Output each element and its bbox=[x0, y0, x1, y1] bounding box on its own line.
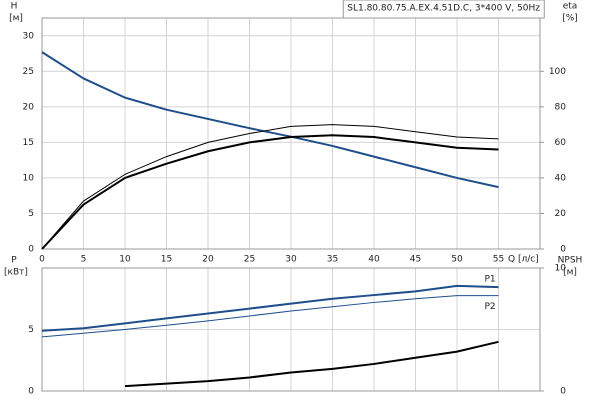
y-tick-label: 20 bbox=[23, 102, 35, 112]
y2-tick-label: 80 bbox=[555, 102, 567, 112]
y2-unit: [%] bbox=[562, 14, 578, 24]
y2-tick-label: 10 bbox=[555, 264, 567, 274]
series-label: P2 bbox=[485, 302, 496, 312]
x-tick-label: 0 bbox=[39, 255, 45, 265]
title-box bbox=[342, 0, 545, 19]
y-tick-label: 0 bbox=[28, 387, 34, 397]
x-tick-label: 40 bbox=[368, 255, 380, 265]
chart-title: SL1.80.80.75.A.EX.4.51D.C, 3*400 V, 50Hz bbox=[347, 4, 540, 14]
plot-frame bbox=[41, 17, 541, 250]
y-tick-label: 5 bbox=[28, 209, 34, 219]
y-unit: [м] bbox=[9, 14, 23, 24]
y2-tick-label: 60 bbox=[555, 138, 567, 148]
series-line bbox=[41, 295, 499, 338]
series-line bbox=[41, 51, 499, 189]
y2-tick-label: 100 bbox=[549, 67, 566, 77]
y-unit: [кВт] bbox=[4, 268, 28, 278]
y-tick-label: 10 bbox=[23, 173, 35, 183]
x-tick-label: 25 bbox=[244, 255, 255, 265]
y2-label: NPSH bbox=[558, 256, 583, 266]
series-line bbox=[124, 340, 499, 388]
y2-tick-label: 0 bbox=[560, 387, 566, 397]
x-tick-label: 15 bbox=[161, 255, 172, 265]
series-line bbox=[41, 124, 499, 250]
y-tick-label: 5 bbox=[28, 325, 34, 335]
x-tick-label: 55 bbox=[493, 255, 504, 265]
series-label: P1 bbox=[485, 275, 496, 285]
y-label: H bbox=[11, 2, 18, 12]
x-label: Q [л/с] bbox=[508, 255, 539, 265]
y2-tick-label: 20 bbox=[555, 209, 567, 219]
x-tick-label: 30 bbox=[285, 255, 297, 265]
y-tick-label: 15 bbox=[23, 138, 34, 148]
x-tick-label: 35 bbox=[327, 255, 338, 265]
x-tick-label: 50 bbox=[451, 255, 463, 265]
y-label: P bbox=[11, 256, 17, 266]
series-line bbox=[41, 134, 499, 250]
x-tick-label: 45 bbox=[410, 255, 421, 265]
y-tick-label: 25 bbox=[23, 67, 34, 77]
x-tick-label: 10 bbox=[119, 255, 131, 265]
plot-frame bbox=[41, 267, 541, 392]
y-tick-label: 30 bbox=[23, 31, 35, 41]
y2-label: eta bbox=[563, 2, 578, 12]
series-line bbox=[41, 284, 499, 332]
y2-tick-label: 40 bbox=[555, 173, 567, 183]
x-tick-label: 5 bbox=[81, 255, 87, 265]
y2-tick-label: 0 bbox=[560, 245, 566, 255]
y2-unit: [м] bbox=[563, 268, 577, 278]
x-tick-label: 20 bbox=[202, 255, 214, 265]
y-tick-label: 0 bbox=[28, 245, 34, 255]
